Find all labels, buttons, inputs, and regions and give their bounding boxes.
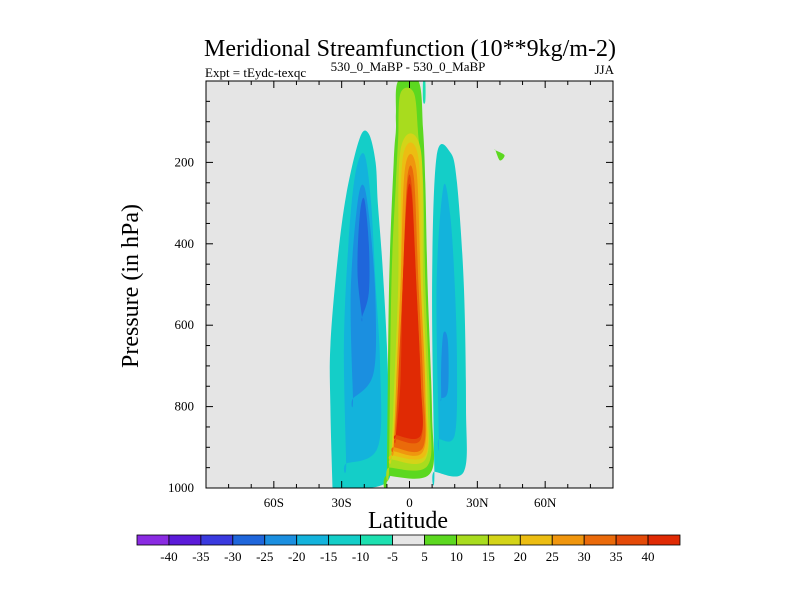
colorbar-swatch [456,534,489,546]
colorbar-label: -20 [288,549,305,564]
contour-southern-cell-core [357,197,370,322]
colorbar-swatch [647,534,681,546]
contour-small-patch-60n [494,149,505,161]
contour-equatorial-cell-40 [393,183,423,440]
colorbar-swatch [551,534,585,546]
y-tick-labels: 200 400 600 800 1000 [168,154,194,495]
x-tick-labels: 60S 30S 0 30N 60N [264,495,557,510]
x-tick-label: 60S [264,495,284,510]
contour-northern-cell-core [440,331,449,402]
colorbar-label: 30 [578,549,591,564]
subtitle-left: Expt = tEydc-texqc [205,65,306,80]
colorbar-swatch [519,534,553,546]
colorbar-swatch [264,534,298,546]
colorbar-label: 40 [642,549,655,564]
y-tick-label: 200 [175,154,195,169]
colorbar-label: -15 [320,549,337,564]
subtitle-right: JJA [594,62,614,77]
colorbar-labels: -40 -35 -30 -25 -20 -15 -10 -5 5 10 15 20 25 30 35 40 [160,549,654,564]
y-tick-label: 400 [175,236,195,251]
colorbar-swatch [136,534,170,546]
axis-ticks [206,81,613,488]
y-axis-label: Pressure (in hPa) [118,204,144,368]
x-axis-label: Latitude [368,508,448,534]
y-tick-label: 600 [175,317,195,332]
x-tick-label: 30N [466,495,489,510]
colorbar-label: -10 [352,549,369,564]
colorbar-label: 15 [482,549,495,564]
colorbar-label: -25 [256,549,273,564]
colorbar-label: -5 [387,549,398,564]
chart-title: Meridional Streamfunction (10**9kg/m-2) [204,36,616,62]
colorbar-swatch [487,534,521,546]
colorbar-label: 5 [421,549,428,564]
colorbar-label: 25 [546,549,559,564]
y-tick-label: 800 [175,399,195,414]
colorbar-swatch [200,534,234,546]
colorbar-swatch [360,534,393,546]
y-tick-label: 1000 [168,480,194,495]
x-tick-label: 0 [406,495,413,510]
colorbar-label: 20 [514,549,527,564]
colorbar-swatch [328,534,361,546]
x-tick-label: 60N [534,495,557,510]
x-tick-label: 30S [332,495,352,510]
colorbar-label: -40 [160,549,177,564]
colorbar-label: -30 [224,549,241,564]
contour-upper-thin-streak [422,81,426,104]
colorbar-swatch [296,534,330,546]
colorbar-swatch [583,534,617,546]
colorbar-swatch [615,534,649,546]
colorbar [136,534,681,546]
colorbar-swatch [392,534,425,546]
colorbar-label: 10 [450,549,463,564]
colorbar-label: 35 [610,549,623,564]
colorbar-swatch [168,534,202,546]
subtitle-center: 530_0_MaBP - 530_0_MaBP [331,59,486,74]
colorbar-label: -35 [192,549,209,564]
contour-cells [329,81,505,488]
colorbar-swatch [232,534,266,546]
colorbar-swatch [424,534,457,546]
